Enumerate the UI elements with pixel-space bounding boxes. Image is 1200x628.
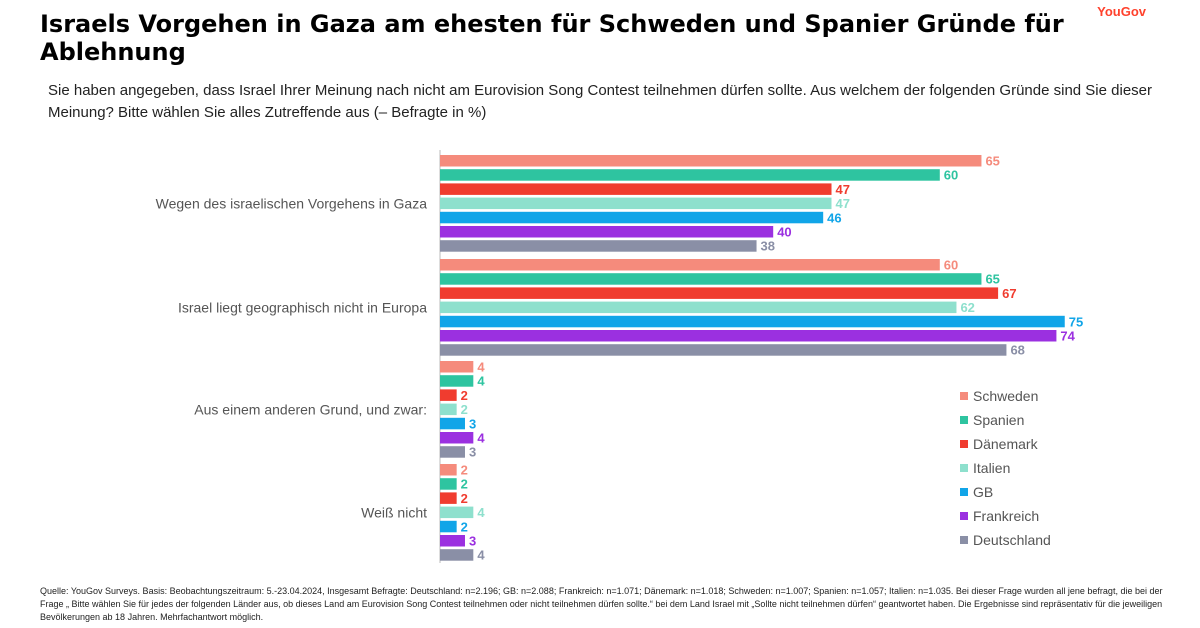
legend-item: Italien (960, 456, 1051, 480)
value-label: 2 (461, 388, 468, 403)
value-label: 4 (477, 505, 485, 520)
legend-swatch (960, 464, 968, 472)
legend-label: GB (973, 484, 994, 500)
bar-deutschland (440, 344, 1007, 356)
legend-swatch (960, 512, 968, 520)
bar-gb (440, 315, 1065, 328)
legend-item: Schweden (960, 384, 1051, 408)
value-label: 38 (761, 239, 775, 254)
value-label: 40 (777, 225, 791, 240)
bar-gb (440, 211, 824, 224)
value-label: 2 (461, 402, 468, 417)
legend: Schweden Spanien Dänemark Italien GB Frankrei… (960, 384, 1051, 552)
chart-title: Israels Vorgehen in Gaza am ehesten für … (40, 10, 1064, 66)
value-label: 4 (477, 431, 485, 446)
legend-item: Spanien (960, 408, 1051, 432)
legend-label: Spanien (973, 412, 1025, 428)
value-label: 3 (469, 445, 476, 460)
legend-swatch (960, 440, 968, 448)
legend-swatch (960, 392, 968, 400)
value-label: 74 (1060, 329, 1075, 344)
legend-label: Italien (973, 460, 1011, 476)
category-label: Weiß nicht (361, 505, 427, 521)
bar-gb (440, 520, 457, 533)
bar-dänemark (440, 183, 832, 195)
value-label: 60 (944, 168, 958, 183)
value-label: 3 (469, 416, 476, 431)
bar-italien (440, 301, 957, 314)
bar-italien (440, 506, 474, 519)
value-label: 4 (477, 548, 485, 563)
value-label: 67 (1002, 286, 1016, 301)
bar-italien (440, 197, 832, 210)
bar-spanien (440, 375, 474, 387)
legend-swatch (960, 416, 968, 424)
bar-schweden (440, 259, 940, 271)
legend-item: GB (960, 480, 1051, 504)
value-label: 65 (985, 272, 999, 287)
value-label: 47 (836, 182, 850, 197)
value-label: 2 (461, 491, 468, 506)
value-label: 2 (461, 519, 468, 534)
bar-frankreich (440, 432, 474, 444)
bar-frankreich (440, 535, 465, 547)
bar-gb (440, 417, 465, 430)
bar-italien (440, 403, 457, 416)
yougov-logo: YouGov (1097, 4, 1146, 19)
bar-spanien (440, 169, 940, 181)
source-footnote: Quelle: YouGov Surveys. Basis: Beobachtu… (40, 586, 1163, 622)
legend-label: Schweden (973, 388, 1039, 404)
category-label: Aus einem anderen Grund, und zwar: (194, 402, 427, 418)
bar-frankreich (440, 330, 1057, 342)
bar-schweden (440, 361, 474, 373)
legend-swatch (960, 488, 968, 496)
value-label: 68 (1010, 343, 1024, 358)
bar-dänemark (440, 287, 999, 299)
chart-subtitle: Sie haben angegeben, dass Israel Ihrer M… (48, 82, 1153, 121)
value-label: 3 (469, 534, 476, 549)
bar-schweden (440, 155, 982, 167)
value-label: 46 (827, 210, 841, 225)
legend-item: Deutschland (960, 528, 1051, 552)
value-label: 2 (461, 477, 468, 492)
bar-schweden (440, 464, 457, 476)
legend-item: Frankreich (960, 504, 1051, 528)
legend-swatch (960, 536, 968, 544)
value-label: 4 (477, 360, 485, 375)
bar-dänemark (440, 492, 457, 504)
legend-item: Dänemark (960, 432, 1051, 456)
legend-label: Dänemark (973, 436, 1038, 452)
bar-deutschland (440, 240, 757, 252)
legend-label: Deutschland (973, 532, 1051, 548)
value-label: 47 (836, 196, 850, 211)
bar-frankreich (440, 226, 774, 238)
value-label: 75 (1069, 314, 1083, 329)
value-label: 65 (985, 154, 999, 169)
bar-deutschland (440, 549, 474, 561)
value-label: 2 (461, 463, 468, 478)
value-label: 60 (944, 258, 958, 273)
category-label: Israel liegt geographisch nicht in Europ… (178, 300, 427, 316)
bar-dänemark (440, 389, 457, 401)
value-label: 4 (477, 374, 485, 389)
bar-spanien (440, 478, 457, 490)
bar-deutschland (440, 446, 465, 458)
category-label: Wegen des israelischen Vorgehens in Gaza (156, 196, 428, 212)
bar-spanien (440, 273, 982, 285)
value-label: 62 (960, 300, 974, 315)
legend-label: Frankreich (973, 508, 1040, 524)
